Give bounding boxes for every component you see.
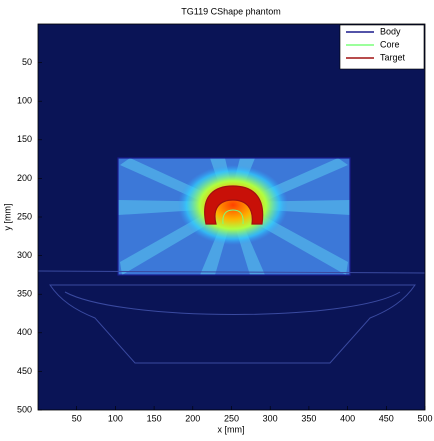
y-tick-label: 350: [17, 289, 32, 299]
y-tick-label: 300: [17, 250, 32, 260]
core-contour: [222, 209, 244, 225]
y-tick-label: 50: [22, 57, 32, 67]
legend-label: Body: [380, 26, 401, 36]
y-axis-label: y [mm]: [2, 204, 12, 231]
target-contour: [204, 185, 264, 225]
x-tick-label: 50: [72, 413, 82, 423]
dose-image: [38, 24, 425, 410]
x-tick-label: 500: [417, 413, 432, 423]
x-tick-label: 100: [108, 413, 123, 423]
y-tick-label: 400: [17, 327, 32, 337]
chart-title: TG119 CShape phantom: [181, 6, 280, 16]
legend: Body Core Target: [339, 24, 425, 70]
legend-label: Core: [380, 39, 400, 49]
y-tick-label: 100: [17, 96, 32, 106]
x-tick-label: 350: [301, 413, 316, 423]
x-axis-label: x [mm]: [218, 424, 245, 434]
y-tick-label: 450: [17, 366, 32, 376]
y-tick-label: 150: [17, 134, 32, 144]
y-tick-label: 500: [17, 404, 32, 414]
y-tick-label: 200: [17, 173, 32, 183]
x-tick-label: 150: [147, 413, 162, 423]
x-tick-label: 400: [340, 413, 355, 423]
x-tick-label: 200: [185, 413, 200, 423]
legend-label: Target: [380, 52, 406, 62]
couch: [38, 270, 425, 364]
y-tick-label: 250: [17, 211, 32, 221]
x-tick-label: 250: [224, 413, 239, 423]
x-tick-label: 300: [263, 413, 278, 423]
body-contour: [117, 157, 351, 276]
x-tick-label: 450: [379, 413, 394, 423]
